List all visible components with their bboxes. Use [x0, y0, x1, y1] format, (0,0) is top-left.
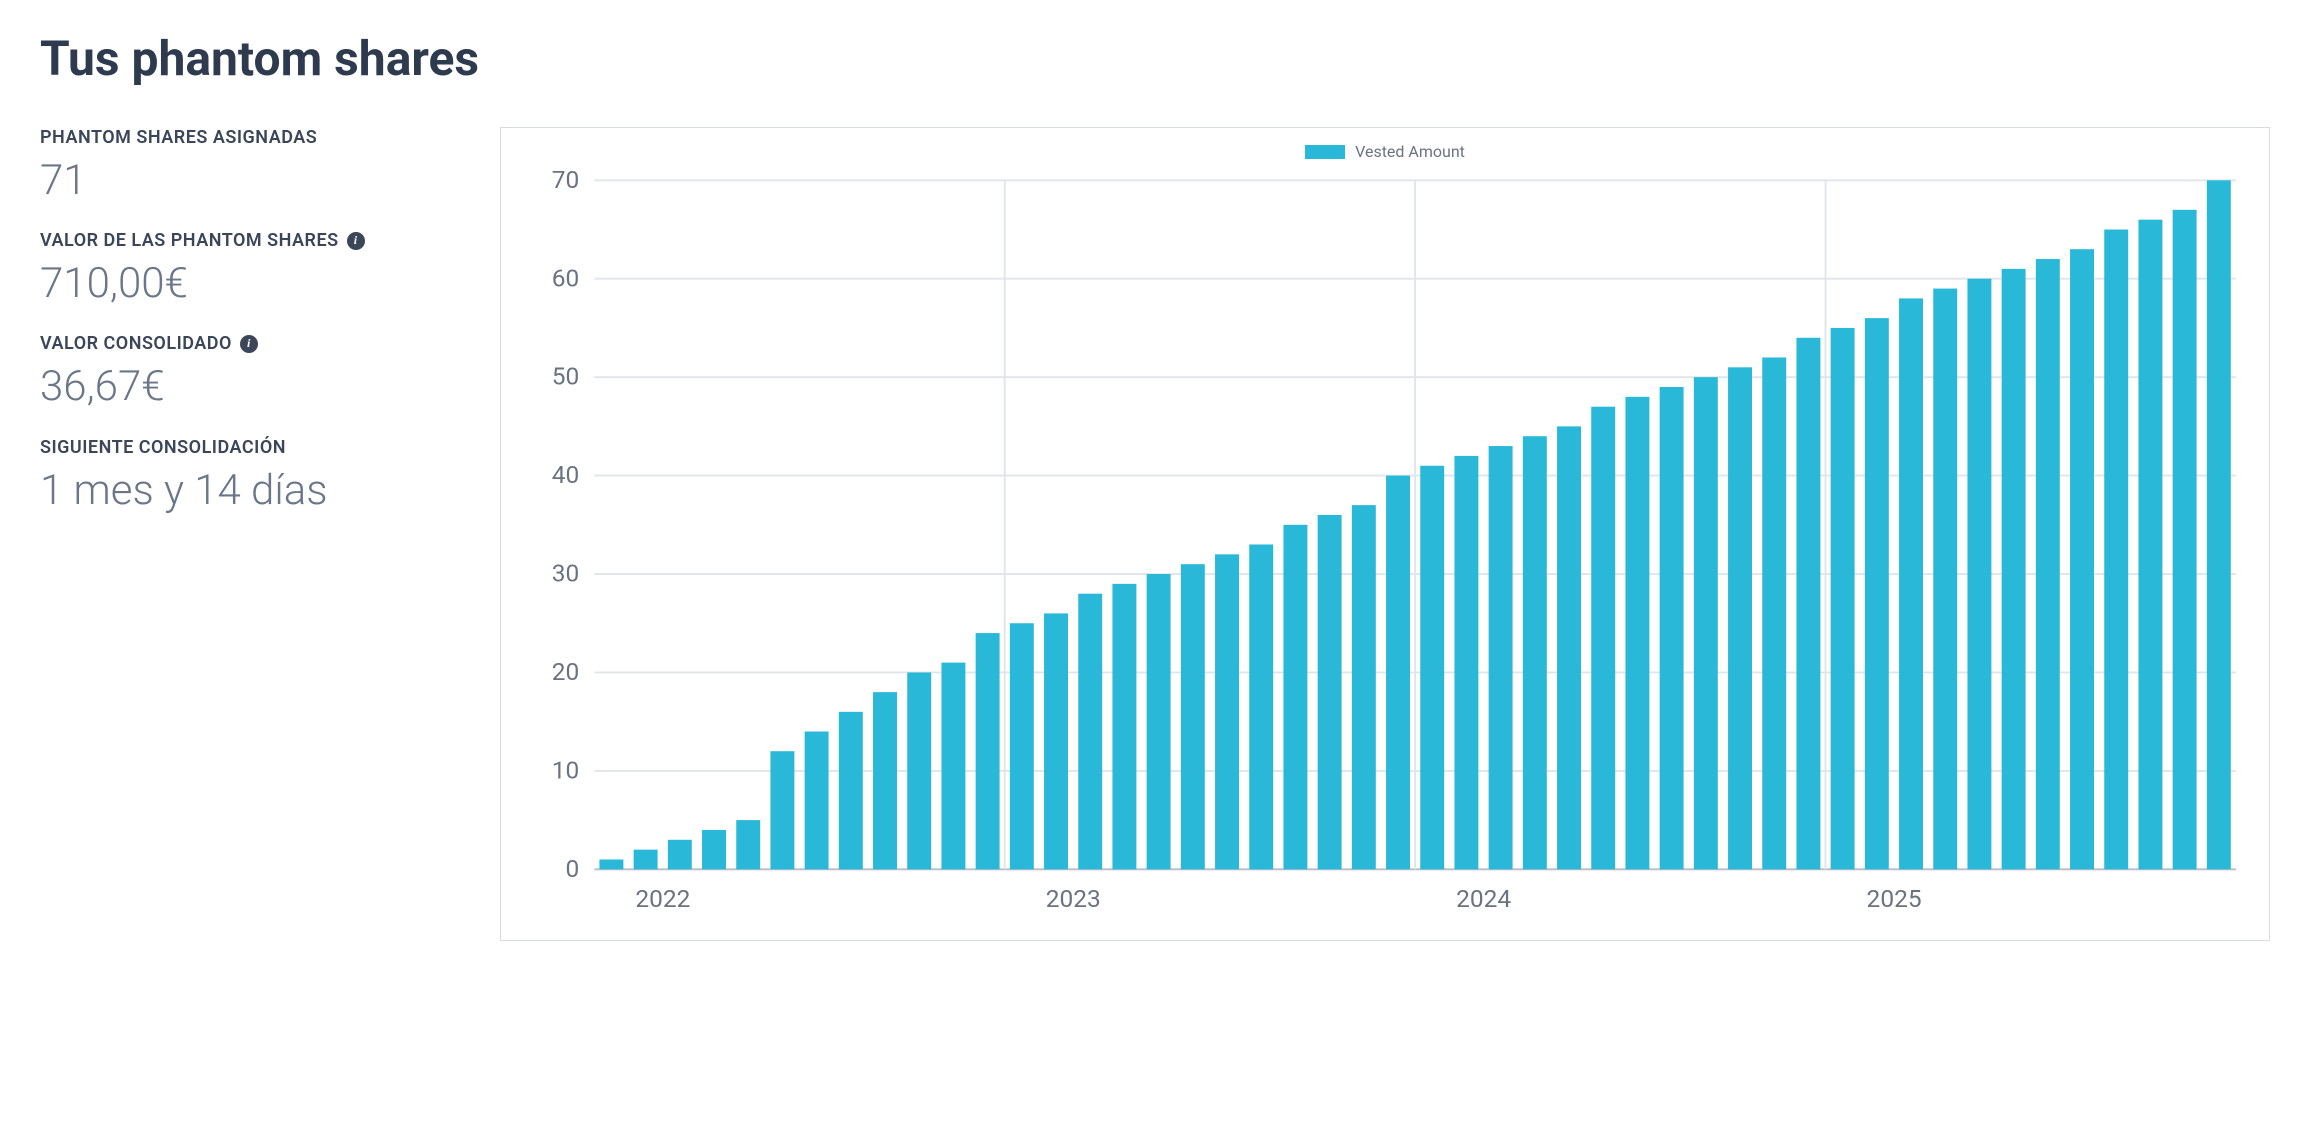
bar — [1796, 338, 1820, 870]
stat-value-label-text: VALOR DE LAS PHANTOM SHARES — [40, 230, 339, 251]
bar — [1694, 377, 1718, 869]
bar — [805, 732, 829, 870]
bar — [873, 692, 897, 869]
stat-value-label: VALOR DE LAS PHANTOM SHARES i — [40, 230, 470, 251]
bar — [2104, 230, 2128, 870]
bar — [1010, 623, 1034, 869]
stat-next-label: SIGUIENTE CONSOLIDACIÓN — [40, 437, 470, 458]
bar — [1523, 436, 1547, 869]
stat-next-value: 1 mes y 14 días — [40, 468, 470, 514]
bar — [1147, 574, 1171, 869]
page-title: Tus phantom shares — [40, 30, 2270, 87]
bar — [2002, 269, 2026, 869]
chart-legend: Vested Amount — [519, 142, 2251, 161]
stats-column: PHANTOM SHARES ASIGNADAS 71 VALOR DE LAS… — [40, 127, 470, 514]
bar — [1283, 525, 1307, 870]
stat-assigned: PHANTOM SHARES ASIGNADAS 71 — [40, 127, 470, 204]
info-icon[interactable]: i — [240, 335, 258, 353]
stat-assigned-label: PHANTOM SHARES ASIGNADAS — [40, 127, 470, 148]
svg-text:2023: 2023 — [1046, 884, 1101, 913]
svg-text:20: 20 — [552, 657, 580, 686]
bar — [1181, 564, 1205, 869]
stat-consolidated-value: 36,67€ — [40, 364, 470, 410]
bar — [1112, 584, 1136, 869]
bar — [2207, 180, 2231, 869]
bar — [2138, 220, 2162, 870]
bar — [1215, 554, 1239, 869]
bar — [1660, 387, 1684, 869]
svg-text:50: 50 — [552, 362, 580, 391]
vested-amount-chart: 0 10 20 30 40 50 60 70 2022 2023 2024 2025 — [519, 169, 2251, 922]
bar — [1967, 279, 1991, 870]
bar — [736, 820, 760, 869]
stat-assigned-value: 71 — [40, 158, 470, 204]
bar — [1044, 613, 1068, 869]
bar — [1831, 328, 1855, 869]
bar — [1386, 476, 1410, 870]
bar — [1454, 456, 1478, 869]
bar — [2070, 249, 2094, 869]
bar — [976, 633, 1000, 869]
bar — [634, 850, 658, 870]
bar — [770, 751, 794, 869]
bar — [1933, 289, 1957, 870]
bar — [1591, 407, 1615, 870]
bar — [839, 712, 863, 869]
bar — [1420, 466, 1444, 870]
bar — [907, 672, 931, 869]
bar — [668, 840, 692, 870]
content-row: PHANTOM SHARES ASIGNADAS 71 VALOR DE LAS… — [40, 127, 2270, 941]
stat-consolidated-label-text: VALOR CONSOLIDADO — [40, 333, 232, 354]
bar — [2036, 259, 2060, 869]
stat-consolidated: VALOR CONSOLIDADO i 36,67€ — [40, 333, 470, 410]
svg-text:40: 40 — [552, 460, 580, 489]
bar — [1728, 367, 1752, 869]
bar — [1078, 594, 1102, 870]
chart-panel: Vested Amount 0 10 20 30 40 50 60 70 2022 2023 202… — [500, 127, 2270, 941]
bar — [1899, 298, 1923, 869]
svg-text:70: 70 — [552, 169, 580, 194]
svg-text:2025: 2025 — [1867, 884, 1922, 913]
bar — [1625, 397, 1649, 869]
stat-consolidated-label: VALOR CONSOLIDADO i — [40, 333, 470, 354]
svg-text:10: 10 — [552, 755, 580, 784]
svg-text:2024: 2024 — [1456, 884, 1511, 913]
legend-label: Vested Amount — [1355, 142, 1465, 161]
svg-text:2022: 2022 — [635, 884, 690, 913]
svg-text:0: 0 — [565, 854, 579, 883]
bar — [702, 830, 726, 869]
stat-assigned-label-text: PHANTOM SHARES ASIGNADAS — [40, 127, 317, 148]
stat-value-value: 710,00€ — [40, 261, 470, 307]
bar — [1762, 357, 1786, 869]
bar — [2173, 210, 2197, 869]
legend-swatch — [1305, 145, 1345, 159]
stat-value: VALOR DE LAS PHANTOM SHARES i 710,00€ — [40, 230, 470, 307]
bar — [941, 663, 965, 870]
bar — [1557, 426, 1581, 869]
info-icon[interactable]: i — [347, 232, 365, 250]
bar — [1489, 446, 1513, 869]
svg-text:60: 60 — [552, 263, 580, 292]
bar — [1865, 318, 1889, 869]
stat-next-label-text: SIGUIENTE CONSOLIDACIÓN — [40, 437, 286, 458]
svg-text:30: 30 — [552, 559, 580, 588]
bar — [599, 859, 623, 869]
bar — [1352, 505, 1376, 869]
bar — [1318, 515, 1342, 869]
stat-next: SIGUIENTE CONSOLIDACIÓN 1 mes y 14 días — [40, 437, 470, 514]
bar — [1249, 544, 1273, 869]
